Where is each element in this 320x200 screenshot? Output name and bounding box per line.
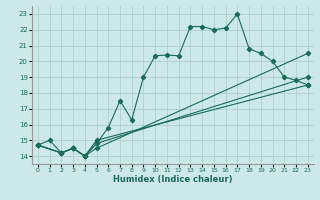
X-axis label: Humidex (Indice chaleur): Humidex (Indice chaleur) bbox=[113, 175, 233, 184]
